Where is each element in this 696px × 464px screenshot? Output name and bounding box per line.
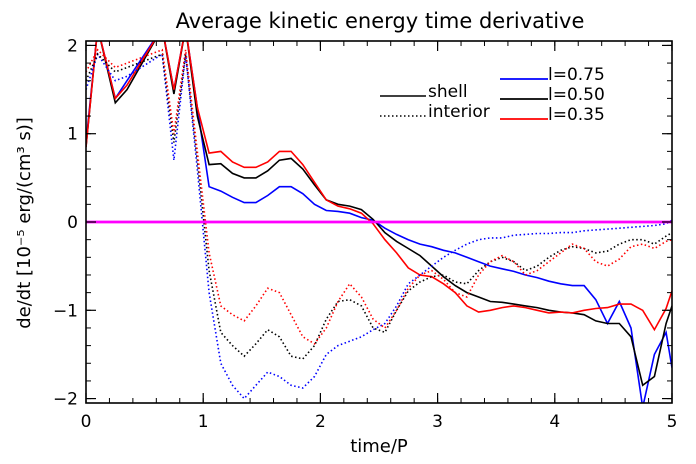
x-tick-label: 0 — [81, 412, 92, 432]
y-tick-label: −1 — [53, 301, 78, 321]
x-tick-label: 1 — [198, 412, 209, 432]
x-tick-label: 2 — [315, 412, 326, 432]
x-tick-label: 3 — [432, 412, 443, 432]
series-line-shell-0 — [86, 41, 672, 403]
y-tick-label: 1 — [67, 125, 78, 145]
legend-label-shell: shell — [428, 82, 468, 102]
axes: 0 1 2 3 4 5 −2 −1 0 1 2 — [53, 36, 677, 432]
x-axis-label: time/P — [350, 436, 408, 457]
y-tick-label: 2 — [67, 36, 78, 56]
y-tick-label: 0 — [67, 213, 78, 233]
x-tick-label: 4 — [549, 412, 560, 432]
series-line-interior-5 — [86, 48, 672, 345]
series-line-shell-2 — [86, 41, 672, 332]
x-tick-label: 5 — [667, 412, 678, 432]
legend-label-color-0: l=0.75 — [548, 65, 605, 85]
series-line-interior-3 — [86, 52, 672, 400]
y-axis-label: de/dt [10⁻⁵ erg/(cm³ s)] — [14, 117, 35, 329]
legend-label-color-2: l=0.35 — [548, 105, 605, 125]
y-tick-label: −2 — [53, 390, 78, 410]
legend-label-color-1: l=0.50 — [548, 85, 605, 105]
legend-label-interior: interior — [428, 102, 490, 122]
chart-title: Average kinetic energy time derivative — [176, 9, 585, 33]
series-line-shell-1 — [86, 41, 672, 387]
plot-area — [86, 41, 672, 403]
